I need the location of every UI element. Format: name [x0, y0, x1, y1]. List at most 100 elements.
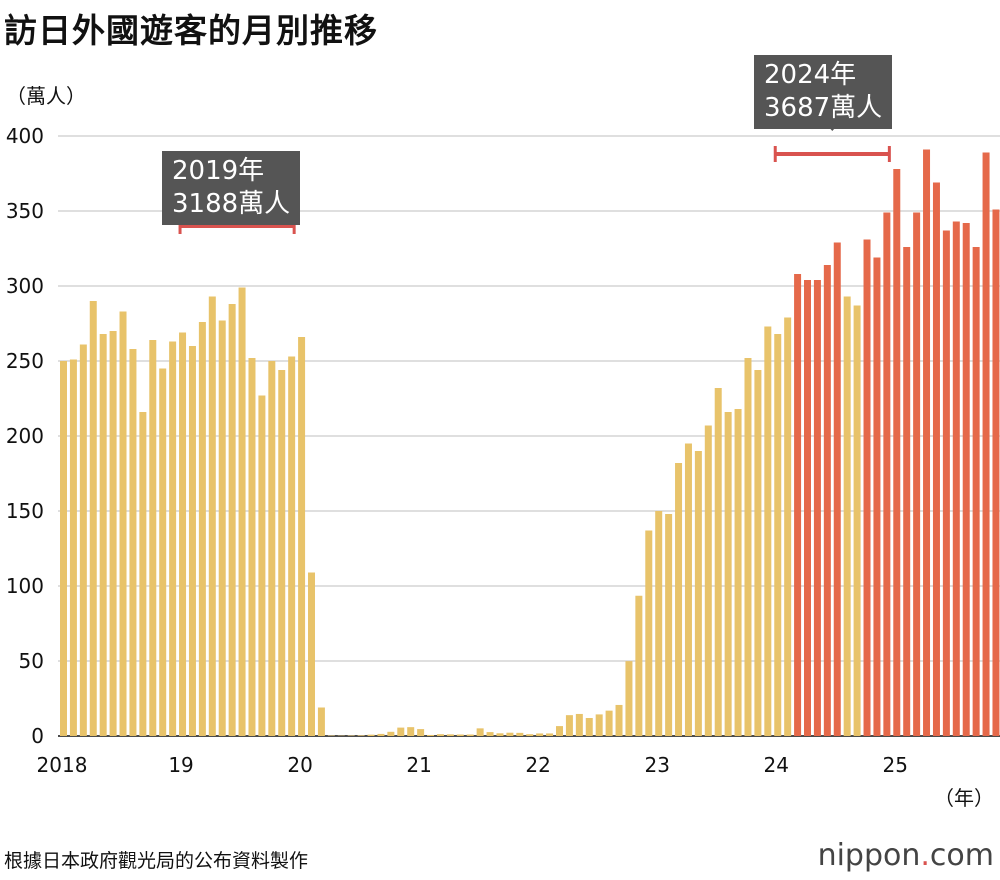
bar	[883, 212, 891, 736]
bar	[605, 710, 613, 736]
bar	[407, 727, 415, 736]
annotation-total: 3687萬人	[764, 93, 883, 123]
bar	[298, 337, 306, 736]
bar	[843, 296, 851, 736]
y-tick-label: 100	[6, 574, 44, 598]
bar	[387, 731, 395, 736]
bar	[129, 349, 137, 736]
bar	[476, 728, 484, 736]
bar	[109, 331, 117, 736]
bar	[873, 257, 881, 736]
bar	[278, 370, 286, 736]
bar	[804, 280, 811, 736]
bar	[248, 358, 256, 736]
bar	[417, 729, 425, 736]
bar	[427, 734, 435, 736]
x-tick-label: 23	[644, 753, 669, 777]
bar	[992, 209, 1000, 736]
y-tick-label: 300	[6, 274, 44, 298]
bar	[79, 344, 87, 736]
x-tick-label: 19	[168, 753, 193, 777]
bar	[655, 511, 663, 736]
y-tick-label: 250	[6, 349, 44, 373]
annotation-2024: 2024年 3687萬人	[754, 55, 893, 129]
bar	[982, 152, 990, 736]
bar	[903, 247, 911, 736]
annotation-year: 2019年	[172, 156, 265, 186]
bar	[317, 707, 325, 736]
bar	[923, 149, 931, 736]
bar	[853, 305, 861, 736]
bar	[942, 230, 950, 736]
y-tick-label: 200	[6, 424, 44, 448]
nippon-logo: nippon.com	[817, 838, 994, 873]
x-tick-label: 20	[287, 753, 312, 777]
bar	[377, 733, 385, 736]
bar	[675, 463, 683, 736]
bar	[506, 732, 514, 736]
y-tick-label: 150	[6, 499, 44, 523]
bar	[99, 334, 107, 736]
y-tick-label: 350	[6, 199, 44, 223]
bar	[734, 409, 742, 736]
bar	[536, 733, 544, 736]
bar	[456, 734, 464, 736]
bar	[496, 733, 504, 736]
bar	[357, 735, 365, 736]
bar	[704, 425, 712, 736]
annotation-year: 2024年	[764, 60, 857, 90]
bar	[724, 412, 732, 736]
y-tick-label: 400	[6, 124, 44, 148]
bar	[714, 388, 722, 736]
bar	[288, 356, 296, 736]
bar	[754, 370, 762, 736]
bar	[913, 212, 921, 736]
bar	[228, 304, 236, 736]
bar	[932, 182, 940, 736]
bar	[367, 734, 375, 736]
x-tick-label: 21	[406, 753, 431, 777]
bar	[546, 733, 554, 736]
y-tick-label: 0	[31, 724, 44, 748]
x-tick-label: 25	[883, 753, 908, 777]
bar	[159, 368, 167, 736]
bar	[615, 704, 623, 736]
bar	[258, 395, 266, 736]
x-tick-label: 2018	[37, 753, 88, 777]
bar	[486, 732, 494, 736]
x-tick-label: 22	[525, 753, 550, 777]
annotation-2019: 2019年 3188萬人	[162, 151, 301, 225]
bar	[308, 572, 315, 736]
bar	[575, 713, 583, 736]
bar	[238, 287, 246, 736]
bar	[208, 296, 216, 736]
bar	[119, 311, 127, 736]
bar	[436, 734, 444, 736]
chart-title: 訪日外國遊客的月別推移	[4, 11, 378, 50]
bar	[744, 358, 752, 736]
bar	[69, 359, 77, 736]
bar	[169, 341, 177, 736]
bar	[595, 714, 603, 736]
bar	[774, 334, 782, 736]
bar	[665, 514, 673, 736]
bar	[516, 732, 524, 736]
bar	[645, 530, 653, 736]
bar	[684, 443, 692, 736]
x-axis-unit: （年）	[934, 786, 994, 810]
bar	[89, 301, 97, 736]
bar	[565, 715, 573, 736]
bar	[813, 280, 821, 736]
annotation-total: 3188萬人	[172, 189, 291, 219]
bar	[833, 242, 841, 736]
bar	[139, 412, 147, 736]
bar	[556, 726, 563, 736]
bar	[794, 274, 802, 736]
bar	[149, 340, 157, 736]
bar	[397, 727, 405, 736]
bar	[218, 320, 226, 736]
y-tick-label: 50	[19, 649, 44, 673]
bar	[823, 265, 831, 736]
bar	[268, 361, 276, 736]
